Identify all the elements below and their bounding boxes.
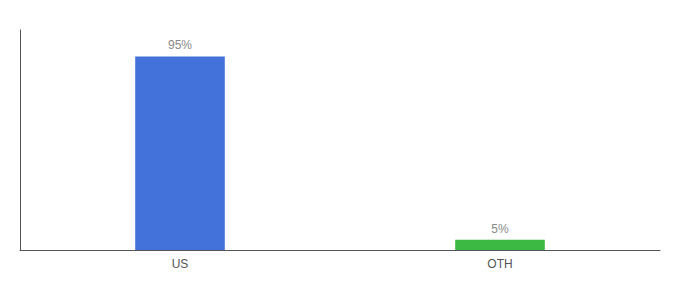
svg-text:95%: 95% (168, 38, 192, 52)
svg-text:US: US (172, 257, 189, 271)
svg-text:5%: 5% (491, 222, 509, 236)
svg-text:OTH: OTH (487, 257, 512, 271)
